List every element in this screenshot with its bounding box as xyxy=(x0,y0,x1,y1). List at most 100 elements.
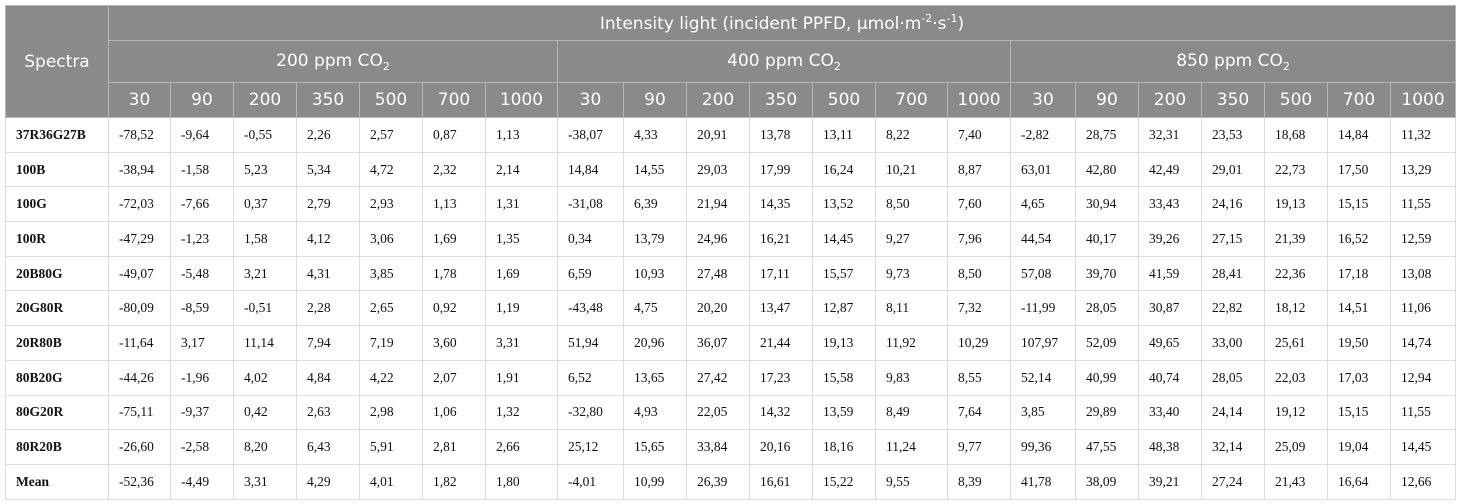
value-cell: 11,92 xyxy=(875,325,948,361)
value-cell: -43,48 xyxy=(557,290,624,327)
value-cell: 14,84 xyxy=(557,151,624,188)
value-cell: 25,12 xyxy=(557,429,624,465)
value-cell: 15,57 xyxy=(812,255,876,292)
value-cell: 1,32 xyxy=(485,394,558,431)
value-cell: 2,28 xyxy=(296,290,360,327)
group-header: 850 ppm CO2 xyxy=(1009,40,1457,83)
light-level: 350 xyxy=(296,82,360,118)
value-cell: 12,87 xyxy=(812,290,876,327)
value-cell: 12,94 xyxy=(1389,359,1457,396)
light-level: 30 xyxy=(1010,82,1076,118)
value-cell: 11,55 xyxy=(1389,394,1457,431)
light-level: 350 xyxy=(1201,82,1265,118)
table-row: 80R20B -26,60 -2,58 8,20 6,43 5,91 2,81 2,66 25,… xyxy=(5,429,1457,465)
value-cell: 2,66 xyxy=(485,429,558,465)
value-cell: 4,02 xyxy=(233,359,297,396)
value-cell: 17,99 xyxy=(749,151,813,188)
value-cell: -1,58 xyxy=(170,151,234,188)
value-cell: 3,17 xyxy=(170,325,234,361)
value-cell: 13,08 xyxy=(1389,255,1457,292)
value-cell: 42,80 xyxy=(1075,151,1139,188)
value-cell: 15,22 xyxy=(812,463,876,500)
value-cell: 51,94 xyxy=(557,325,624,361)
value-cell: 14,55 xyxy=(623,151,687,188)
light-level: 700 xyxy=(875,82,948,118)
value-cell: 32,31 xyxy=(1138,117,1202,153)
value-cell: 16,52 xyxy=(1327,221,1391,257)
value-cell: 19,04 xyxy=(1327,429,1391,465)
value-cell: 49,65 xyxy=(1138,325,1202,361)
value-cell: 4,22 xyxy=(359,359,423,396)
value-cell: 2,81 xyxy=(422,429,486,465)
value-cell: -7,66 xyxy=(170,186,234,223)
table-row: 80B20G -44,26 -1,96 4,02 4,84 4,22 2,07 1,91 6,5… xyxy=(5,359,1457,396)
value-cell: 13,11 xyxy=(812,117,876,153)
value-cell: 8,87 xyxy=(947,151,1011,188)
value-cell: -31,08 xyxy=(557,186,624,223)
value-cell: 18,16 xyxy=(812,429,876,465)
value-cell: 5,34 xyxy=(296,151,360,188)
value-cell: 11,24 xyxy=(875,429,948,465)
spectra-name: 20G80R xyxy=(5,290,109,327)
value-cell: 14,45 xyxy=(812,221,876,257)
value-cell: 40,99 xyxy=(1075,359,1139,396)
value-cell: 36,07 xyxy=(686,325,750,361)
light-level: 30 xyxy=(108,82,171,118)
value-cell: 19,50 xyxy=(1327,325,1391,361)
value-cell: 24,96 xyxy=(686,221,750,257)
table-row: 100R -47,29 -1,23 1,58 4,12 3,06 1,69 1,35 0,34 1… xyxy=(5,221,1457,257)
light-level: 700 xyxy=(422,82,486,118)
value-cell: 14,84 xyxy=(1327,117,1391,153)
value-cell: -11,64 xyxy=(108,325,171,361)
value-cell: 1,78 xyxy=(422,255,486,292)
value-cell: 2,93 xyxy=(359,186,423,223)
value-cell: 4,01 xyxy=(359,463,423,500)
value-cell: 8,39 xyxy=(947,463,1011,500)
table-row: 20G80R -80,09 -8,59 -0,51 2,28 2,65 0,92 1,19 -4… xyxy=(5,290,1457,327)
value-cell: 18,68 xyxy=(1264,117,1328,153)
value-cell: 13,78 xyxy=(749,117,813,153)
value-cell: 16,61 xyxy=(749,463,813,500)
value-cell: 1,19 xyxy=(485,290,558,327)
value-cell: 2,65 xyxy=(359,290,423,327)
table-row: Mean -52,36 -4,49 3,31 4,29 4,01 1,82 1,80 -4,01… xyxy=(5,463,1457,500)
value-cell: 10,99 xyxy=(623,463,687,500)
value-cell: 1,82 xyxy=(422,463,486,500)
value-cell: 1,91 xyxy=(485,359,558,396)
value-cell: 52,14 xyxy=(1010,359,1076,396)
light-level: 200 xyxy=(1138,82,1202,118)
value-cell: 29,03 xyxy=(686,151,750,188)
value-cell: 13,59 xyxy=(812,394,876,431)
spectra-name: Mean xyxy=(5,463,109,500)
value-cell: -2,58 xyxy=(170,429,234,465)
group-label-sub: 2 xyxy=(833,59,841,73)
value-cell: 107,97 xyxy=(1010,325,1076,361)
value-cell: 5,91 xyxy=(359,429,423,465)
value-cell: 28,05 xyxy=(1201,359,1265,396)
value-cell: 1,80 xyxy=(485,463,558,500)
spectra-name: 20R80B xyxy=(5,325,109,361)
value-cell: 4,12 xyxy=(296,221,360,257)
value-cell: 2,98 xyxy=(359,394,423,431)
value-cell: 13,65 xyxy=(623,359,687,396)
light-level: 200 xyxy=(686,82,750,118)
value-cell: 8,49 xyxy=(875,394,948,431)
value-cell: 1,35 xyxy=(485,221,558,257)
value-cell: 39,21 xyxy=(1138,463,1202,500)
light-level: 350 xyxy=(749,82,813,118)
value-cell: 48,38 xyxy=(1138,429,1202,465)
value-cell: 16,24 xyxy=(812,151,876,188)
value-cell: -5,48 xyxy=(170,255,234,292)
value-cell: 13,79 xyxy=(623,221,687,257)
value-cell: 7,60 xyxy=(947,186,1011,223)
value-cell: 3,21 xyxy=(233,255,297,292)
value-cell: 9,55 xyxy=(875,463,948,500)
value-cell: 9,73 xyxy=(875,255,948,292)
value-cell: 25,09 xyxy=(1264,429,1328,465)
value-cell: 7,64 xyxy=(947,394,1011,431)
value-cell: 2,79 xyxy=(296,186,360,223)
value-cell: 15,15 xyxy=(1327,186,1391,223)
value-cell: 26,39 xyxy=(686,463,750,500)
spectra-name: 80B20G xyxy=(5,359,109,396)
value-cell: -49,07 xyxy=(108,255,171,292)
